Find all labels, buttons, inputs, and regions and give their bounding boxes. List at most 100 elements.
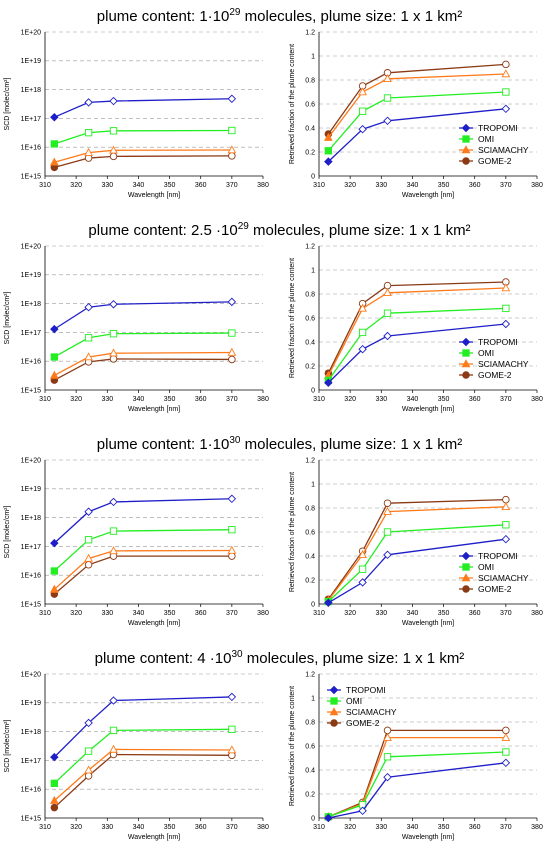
- data-point: [84, 536, 93, 544]
- series-line: [53, 529, 232, 572]
- series-line: [54, 149, 232, 163]
- legend-marker: [461, 337, 471, 347]
- x-tick-label: 380: [257, 182, 269, 189]
- data-point: [227, 692, 237, 702]
- x-tick-label: 370: [226, 610, 238, 617]
- series-omi: [50, 329, 236, 361]
- y-tick-label: 0.8: [305, 291, 315, 298]
- legend-marker: [462, 135, 470, 143]
- data-point: [502, 88, 510, 96]
- x-tick-label: 320: [70, 182, 82, 189]
- data-point: [49, 157, 59, 166]
- legend-item-tropomi: TROPOMI: [459, 551, 518, 561]
- y-axis-label: SCD [molec/cm²]: [4, 78, 11, 131]
- y-tick-label: 0.6: [305, 529, 315, 536]
- data-point: [358, 806, 367, 816]
- y-tick-label: 1E+20: [21, 671, 42, 678]
- x-tick-label: 340: [133, 824, 145, 831]
- data-point: [383, 281, 392, 290]
- series-line: [327, 307, 506, 381]
- series-sciamachy: [49, 744, 237, 804]
- x-axis-label: Wavelength [nm]: [128, 406, 180, 413]
- y-tick-label: 0.4: [305, 125, 315, 132]
- data-point: [50, 112, 59, 122]
- y-tick-label: 1E+20: [21, 29, 42, 36]
- title-suffix: molecules, plume size: 1 x 1 km²: [243, 650, 465, 667]
- y-tick-label: 1E+18: [21, 515, 42, 522]
- data-point: [109, 145, 118, 154]
- series-line: [327, 91, 506, 152]
- legend-label: SCIAMACHY: [478, 359, 529, 369]
- y-tick-label: 1E+15: [21, 173, 42, 180]
- y-tick-label: 1.2: [305, 457, 315, 464]
- data-point: [84, 147, 93, 156]
- data-point: [84, 352, 93, 361]
- x-tick-label: 360: [195, 182, 207, 189]
- data-point: [228, 355, 236, 364]
- data-point: [228, 329, 236, 337]
- series-sciamachy: [49, 145, 237, 166]
- data-point: [84, 98, 93, 107]
- x-tick-label: 320: [344, 396, 356, 403]
- data-point: [383, 94, 392, 102]
- data-point: [383, 726, 392, 735]
- series-omi: [50, 725, 236, 787]
- y-tick-label: 1E+19: [21, 58, 42, 65]
- title-exponent: 29: [238, 221, 250, 232]
- data-point: [383, 732, 392, 741]
- series-line: [54, 155, 232, 168]
- x-tick-label: 320: [344, 182, 356, 189]
- y-axis-label: Retrieved fraction of the plume content: [289, 44, 296, 164]
- legend-marker: [461, 359, 471, 368]
- x-tick-label: 310: [313, 824, 325, 831]
- series-line: [54, 129, 232, 145]
- panel-titles: plume content: 1·10 29 molecules, plume s…: [88, 7, 470, 667]
- title-suffix: molecules, plume size: 1 x 1 km²: [240, 8, 462, 25]
- y-tick-label: 1E+18: [21, 87, 42, 94]
- title-prefix: plume content: 1·10: [97, 436, 230, 453]
- legend-item-sciamachy: SCIAMACHY: [459, 573, 529, 583]
- y-tick-label: 1E+17: [21, 330, 42, 337]
- y-tick-label: 1E+19: [21, 700, 42, 707]
- legend-item-sciamachy: SCIAMACHY: [459, 359, 529, 369]
- data-point: [383, 499, 392, 507]
- data-point: [227, 347, 237, 356]
- data-point: [109, 355, 118, 363]
- y-axis-label: SCD [molec/cm²]: [4, 720, 11, 773]
- title-suffix: molecules, plume size: 1 x 1 km²: [240, 436, 462, 453]
- data-point: [84, 765, 93, 774]
- series-line: [53, 549, 232, 590]
- legend-marker: [461, 123, 471, 133]
- series-tropomi: [50, 94, 237, 122]
- x-tick-label: 340: [407, 610, 419, 617]
- x-tick-label: 360: [469, 610, 481, 617]
- data-point: [502, 748, 510, 756]
- y-tick-label: 1E+20: [21, 457, 42, 464]
- legend-marker: [462, 371, 470, 379]
- x-tick-label: 360: [469, 182, 481, 189]
- series-line: [53, 498, 232, 544]
- series-line: [53, 301, 232, 330]
- data-point: [323, 132, 333, 141]
- series-sciamachy: [49, 545, 237, 593]
- series-gome-2: [50, 355, 236, 384]
- data-point: [227, 145, 237, 154]
- legend-label: GOME-2: [478, 584, 512, 594]
- data-point: [383, 116, 392, 126]
- data-point: [227, 745, 237, 754]
- series-line: [328, 762, 506, 819]
- x-tick-label: 340: [407, 396, 419, 403]
- data-point: [501, 319, 511, 329]
- series-line: [53, 748, 232, 802]
- data-point: [502, 304, 510, 313]
- legend-item-sciamachy: SCIAMACHY: [459, 145, 529, 155]
- data-point: [49, 795, 59, 804]
- data-point: [501, 534, 511, 544]
- y-axis-label: Retrieved fraction of the plume content: [289, 258, 296, 378]
- y-axis-label: SCD [molec/cm²]: [4, 292, 11, 345]
- series-omi: [50, 526, 236, 575]
- data-point: [49, 370, 59, 379]
